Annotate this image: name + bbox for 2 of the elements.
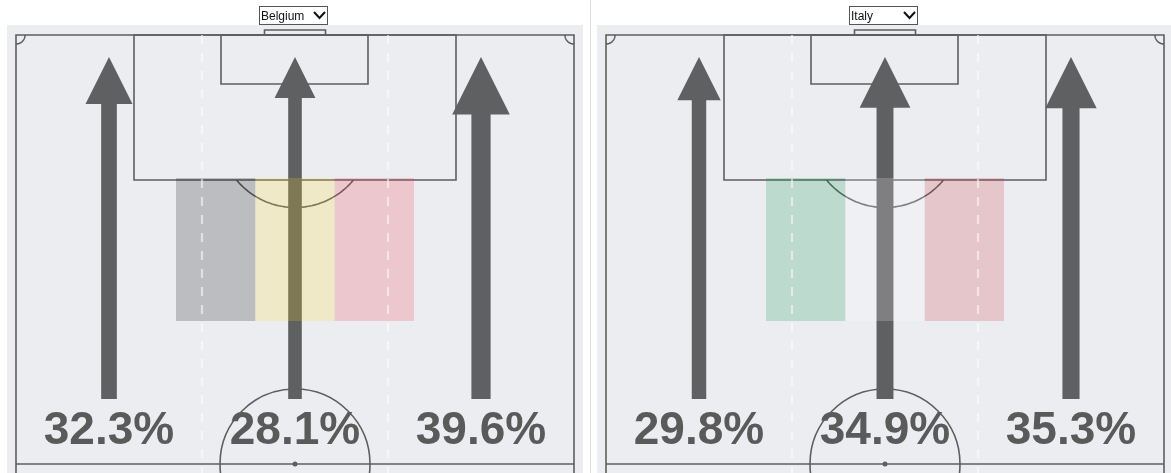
text: Belgium [261,8,305,23]
text: Italy [851,8,874,23]
